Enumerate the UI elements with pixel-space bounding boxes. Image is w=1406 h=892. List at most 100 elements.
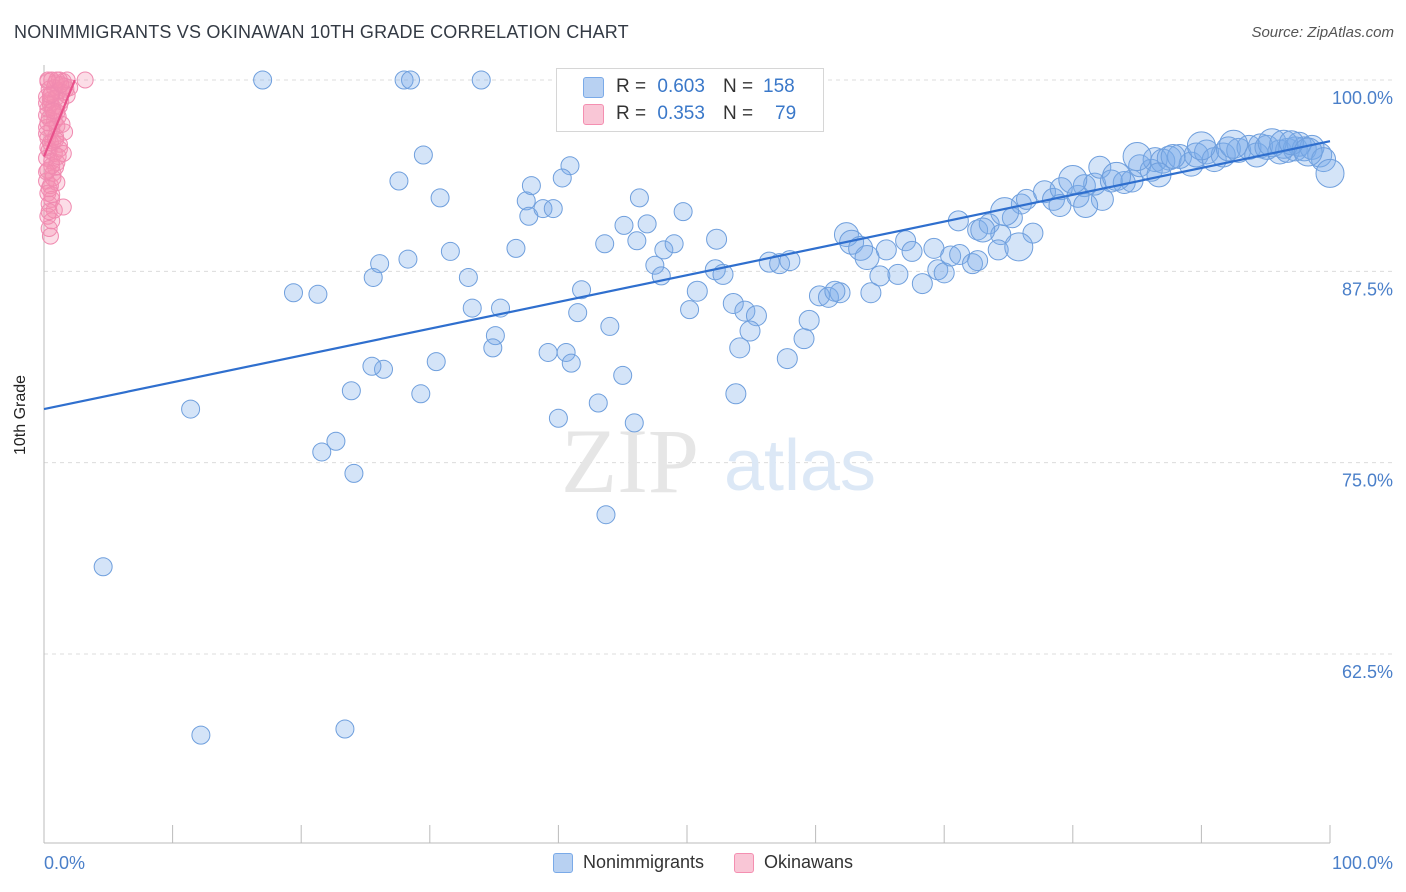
nonimmigrants-point: [411, 384, 431, 404]
nonimmigrants-point: [600, 316, 620, 336]
nonimmigrants-point: [798, 309, 820, 331]
nonimmigrants-point: [680, 300, 700, 320]
bottom-legend: Nonimmigrants Okinawans: [0, 852, 1406, 873]
nonimmigrants-point: [627, 231, 647, 251]
nonimmigrants-point: [940, 245, 962, 267]
nonimmigrants-point: [1160, 144, 1186, 170]
pink-swatch: [583, 103, 604, 125]
nonimmigrants-point: [854, 245, 880, 271]
okinawans-point: [54, 144, 72, 162]
nonimmigrants-point: [933, 262, 955, 284]
nonimmigrants-point: [93, 557, 113, 577]
okinawans-point: [76, 71, 94, 89]
nonimmigrants-point: [370, 254, 390, 274]
nonimmigrants-point: [485, 326, 505, 346]
legend-label: Nonimmigrants: [582, 852, 704, 872]
nonimmigrants-point: [645, 255, 665, 275]
legend-item-okinawans[interactable]: Okinawans: [734, 852, 853, 873]
source-label: Source: ZipAtlas.com: [1251, 24, 1394, 41]
nonimmigrants-point: [181, 399, 201, 419]
nonimmigrants-point: [341, 381, 361, 401]
x-tick-label-min: 0.0%: [44, 853, 85, 873]
nonimmigrants-point: [967, 250, 989, 272]
nonimmigrants-point: [978, 213, 1000, 235]
n-label: N =: [722, 103, 754, 124]
nonimmigrants-point: [776, 348, 798, 370]
nonimmigrants-point: [1004, 232, 1034, 262]
nonimmigrants-points: [93, 70, 1345, 745]
nonimmigrants-point: [967, 219, 989, 241]
nonimmigrants-point: [1311, 147, 1337, 173]
blue-swatch: [583, 76, 604, 98]
nonimmigrants-point: [506, 238, 526, 258]
r-label: R =: [616, 76, 647, 97]
nonimmigrants-trend-line: [43, 140, 1331, 411]
watermark-atlas: atlas: [724, 426, 876, 506]
nonimmigrants-point: [1088, 155, 1112, 179]
nonimmigrants-point: [588, 393, 608, 413]
nonimmigrants-point: [362, 356, 382, 376]
nonimmigrants-point: [1257, 128, 1287, 158]
nonimmigrants-point: [430, 188, 450, 208]
nonimmigrants-point: [595, 234, 615, 254]
okinawans-point: [43, 186, 61, 204]
y-tick-label: 75.0%: [1342, 471, 1393, 491]
y-tick-label: 100.0%: [1332, 88, 1393, 108]
okinawans-point: [40, 203, 58, 221]
nonimmigrants-point: [394, 70, 414, 90]
nonimmigrants-point: [970, 217, 996, 243]
nonimmigrants-point: [848, 235, 874, 261]
okinawans-point: [41, 86, 59, 104]
nonimmigrants-point: [729, 337, 751, 359]
r-value: 0.353: [657, 103, 705, 124]
nonimmigrants-point: [1293, 137, 1323, 167]
nonimmigrants-point: [793, 328, 815, 350]
nonimmigrants-point: [462, 298, 482, 318]
nonimmigrants-point: [191, 725, 211, 745]
nonimmigrants-point: [987, 239, 1009, 261]
x-tick-label-max: 100.0%: [1332, 853, 1393, 873]
nonimmigrants-point: [560, 156, 580, 176]
nonimmigrants-point: [1194, 139, 1220, 165]
nonimmigrants-point: [596, 505, 616, 525]
n-value: 79: [775, 103, 797, 124]
nonimmigrants-point: [686, 280, 708, 302]
nonimmigrants-point: [389, 171, 409, 191]
stats-row-nonimmigrants: R = 0.603 N = 158: [583, 74, 795, 100]
nonimmigrants-point: [533, 199, 553, 219]
nonimmigrants-point: [869, 265, 891, 287]
okinawans-point: [39, 71, 57, 89]
nonimmigrants-point: [629, 188, 649, 208]
y-tick-label: 62.5%: [1342, 662, 1393, 682]
nonimmigrants-point: [887, 263, 909, 285]
trend-lines: [42, 79, 1331, 411]
nonimmigrants-point: [1315, 158, 1345, 188]
nonimmigrants-point: [543, 199, 563, 219]
nonimmigrants-point: [1215, 136, 1241, 162]
pink-swatch: [734, 852, 754, 873]
nonimmigrants-point: [458, 267, 478, 287]
nonimmigrants-point: [817, 286, 839, 308]
okinawans-trend-line: [42, 79, 76, 157]
nonimmigrants-point: [483, 338, 503, 358]
okinawans-point: [52, 76, 70, 94]
nonimmigrants-point: [253, 70, 273, 90]
blue-swatch: [552, 852, 573, 873]
nonimmigrants-point: [1122, 142, 1152, 172]
nonimmigrants-point: [401, 70, 421, 90]
nonimmigrants-point: [283, 283, 303, 303]
okinawans-point: [44, 102, 62, 120]
legend-item-nonimmigrants[interactable]: Nonimmigrants: [552, 852, 704, 873]
watermark-zip: ZIP: [561, 410, 699, 512]
nonimmigrants-point: [374, 359, 394, 379]
nonimmigrants-point: [312, 442, 332, 462]
nonimmigrants-point: [927, 259, 949, 281]
y-tick-label: 87.5%: [1342, 279, 1393, 299]
okinawans-point: [38, 163, 56, 181]
nonimmigrants-point: [1219, 129, 1249, 159]
okinawans-point: [41, 227, 59, 245]
okinawans-points: [38, 71, 94, 245]
nonimmigrants-point: [568, 303, 588, 323]
n-label: N =: [722, 76, 754, 97]
